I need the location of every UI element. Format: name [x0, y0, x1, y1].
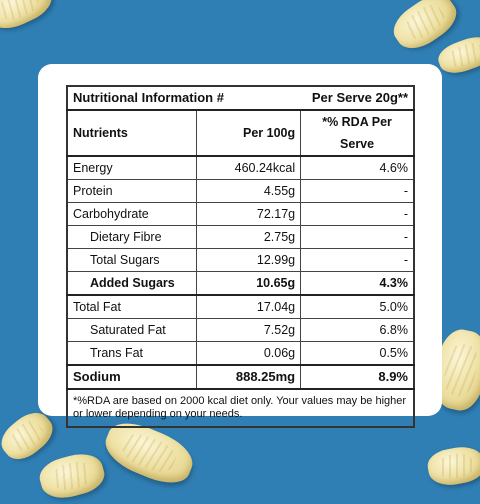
table-title: Nutritional Information # [67, 85, 301, 111]
table-row: Added Sugars 10.65g 4.3% [66, 271, 415, 296]
table-row: Saturated Fat 7.52g 6.8% [66, 318, 415, 342]
table-row: Dietary Fibre 2.75g - [66, 225, 415, 249]
nutrient-rda: - [300, 179, 415, 203]
snack-puff-image [434, 31, 480, 79]
nutrient-per100: 17.04g [196, 294, 302, 319]
snack-puff-image [35, 448, 109, 504]
nutrient-rda: 6.8% [300, 318, 415, 342]
column-header-row: Nutrients Per 100g *% RDA Per Serve [66, 109, 415, 157]
nutrition-table: Nutritional Information # Per Serve 20g*… [66, 85, 415, 428]
footnote-row: *%RDA are based on 2000 kcal diet only. … [66, 388, 415, 428]
nutrient-per100: 0.06g [196, 341, 302, 366]
nutrient-rda: - [300, 225, 415, 249]
snack-puff-image [0, 0, 57, 37]
table-row: Carbohydrate 72.17g - [66, 202, 415, 226]
nutrient-name: Saturated Fat [66, 318, 198, 342]
nutrient-name: Dietary Fibre [66, 225, 198, 249]
table-row: Trans Fat 0.06g 0.5% [66, 341, 415, 366]
table-row: Total Fat 17.04g 5.0% [66, 294, 415, 319]
nutrient-name: Sodium [66, 364, 198, 390]
table-row: Protein 4.55g - [66, 179, 415, 203]
nutrient-rda: 8.9% [300, 364, 415, 390]
nutrient-per100: 460.24kcal [196, 155, 302, 180]
nutrient-rda: 0.5% [300, 341, 415, 366]
nutrient-name: Total Sugars [66, 248, 198, 272]
nutrient-per100: 888.25mg [196, 364, 302, 390]
nutrient-per100: 2.75g [196, 225, 302, 249]
nutrient-rda: - [300, 202, 415, 226]
serving-size: Per Serve 20g** [300, 85, 414, 111]
nutrient-rda: 4.3% [300, 271, 415, 296]
footnote: *%RDA are based on 2000 kcal diet only. … [66, 388, 415, 428]
table-title-row: Nutritional Information # Per Serve 20g*… [67, 85, 414, 111]
nutrient-name: Added Sugars [66, 271, 198, 296]
nutrient-per100: 10.65g [196, 271, 302, 296]
column-header-rda: *% RDA Per Serve [300, 109, 415, 157]
nutrient-per100: 72.17g [196, 202, 302, 226]
column-header-per100: Per 100g [196, 109, 302, 157]
column-header-nutrients: Nutrients [66, 109, 198, 157]
table-row: Sodium 888.25mg 8.9% [66, 364, 415, 390]
nutrient-per100: 12.99g [196, 248, 302, 272]
nutrient-rda: 5.0% [300, 294, 415, 319]
nutrient-name: Carbohydrate [66, 202, 198, 226]
table-row: Energy 460.24kcal 4.6% [66, 155, 415, 180]
nutrient-name: Protein [66, 179, 198, 203]
nutrient-rda: 4.6% [300, 155, 415, 180]
nutrient-per100: 7.52g [196, 318, 302, 342]
nutrient-per100: 4.55g [196, 179, 302, 203]
table-row: Total Sugars 12.99g - [66, 248, 415, 272]
nutrient-rda: - [300, 248, 415, 272]
nutrient-name: Total Fat [66, 294, 198, 319]
nutrient-name: Trans Fat [66, 341, 198, 366]
nutrient-name: Energy [66, 155, 198, 180]
snack-puff-image [425, 443, 480, 489]
